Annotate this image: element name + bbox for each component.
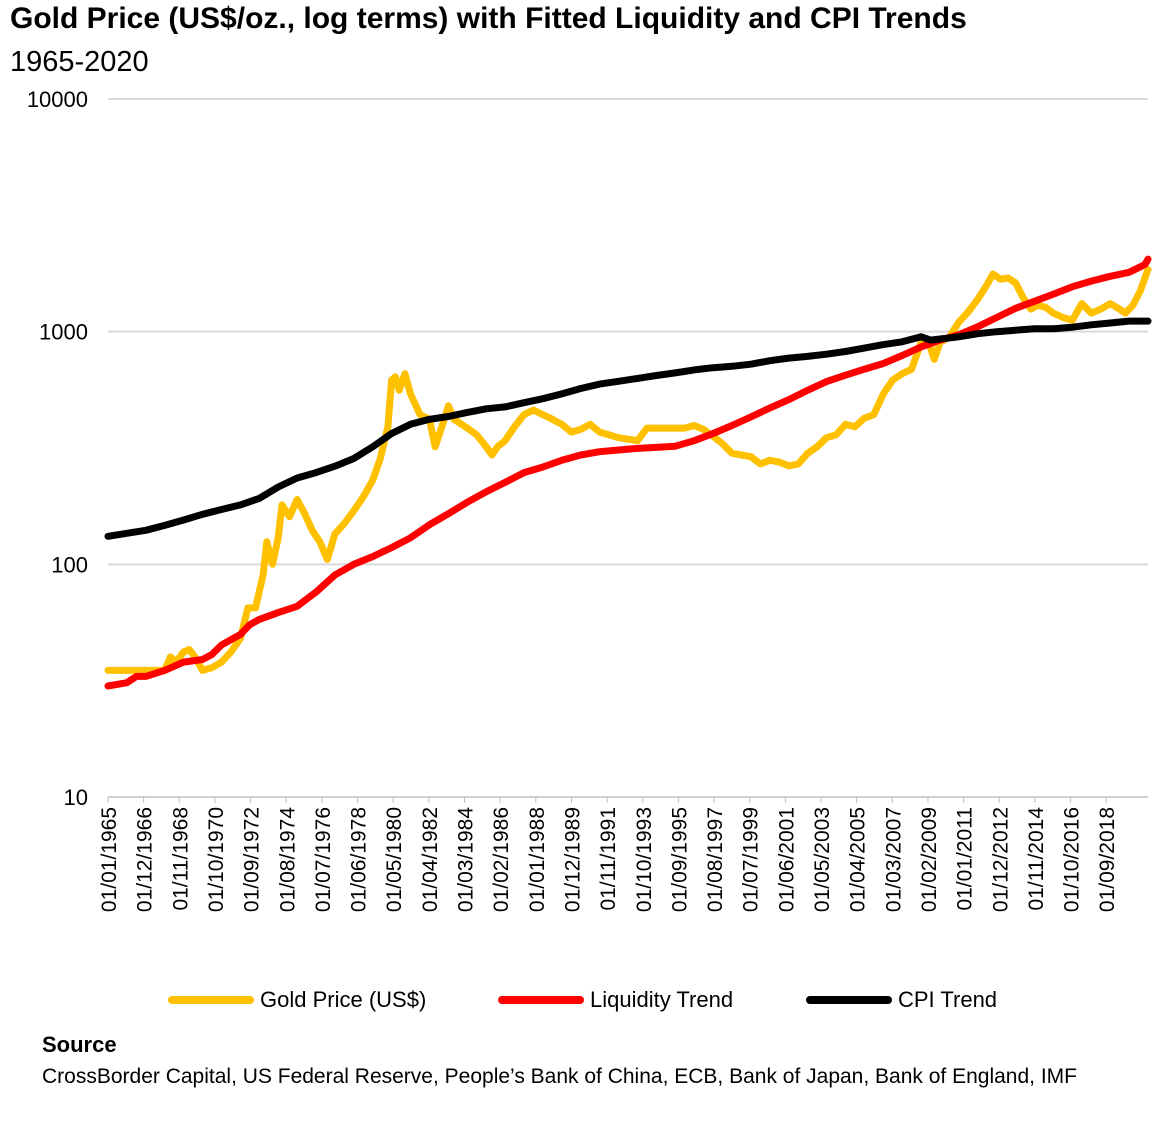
x-tick-label: 01/12/1966 [134,807,157,912]
line-chart: 10000 1000 100 10 01/01/1965 01/12/1966 01/11/… [27,87,1152,912]
chart-subtitle: 1965-2020 [10,46,149,78]
x-tick-label: 01/08/1997 [704,807,727,912]
x-tick-label: 01/05/2003 [811,807,834,912]
x-tick-label: 01/03/1984 [455,807,478,912]
legend-item-liquidity: Liquidity Trend [498,982,733,1018]
x-tick-label: 01/05/1980 [383,807,406,912]
series-line-cpi [104,317,1152,540]
x-tick-label: 01/09/2018 [1096,807,1119,912]
x-tick-label: 01/09/1995 [668,807,691,912]
legend-item-cpi: CPI Trend [806,982,997,1018]
legend-item-gold: Gold Price (US$) [168,982,426,1018]
legend-label-cpi: CPI Trend [898,987,998,1012]
x-tick-label: 01/04/2005 [847,807,870,912]
y-tick-label: 1000 [39,320,88,345]
legend-swatch-liquidity [498,996,584,1004]
series-line-liquidity [104,255,1152,690]
x-tick-label: 01/07/1999 [740,807,763,912]
x-tick-label: 01/11/1968 [169,807,192,911]
y-tick-label: 10000 [27,87,88,112]
x-tick-label: 01/10/2016 [1061,807,1084,912]
legend-label-gold: Gold Price (US$) [260,987,427,1012]
x-tick-label: 01/01/2011 [954,807,977,911]
chart-legend: Gold Price (US$) Liquidity Trend CPI Tre… [0,982,1158,1018]
y-tick-label: 100 [51,552,88,577]
x-tick-label: 01/02/2009 [918,807,941,912]
source-heading: Source [42,1032,117,1057]
x-tick-label: 01/11/1991 [597,807,620,911]
x-tick-label: 01/06/1978 [348,807,371,912]
x-tick-label: 01/06/2001 [775,807,798,912]
x-tick-label: 01/10/1993 [633,807,656,912]
x-tick-label: 01/04/1982 [419,807,442,912]
x-tick-label: 01/12/1989 [561,807,584,912]
x-tick-label: 01/01/1988 [526,807,549,912]
legend-label-liquidity: Liquidity Trend [590,987,734,1012]
chart-title: Gold Price (US$/oz., log terms) with Fit… [10,2,967,35]
x-tick-label: 01/11/2014 [1025,807,1048,911]
x-tick-label: 01/09/1972 [241,807,264,912]
x-tick-label: 01/07/1976 [312,807,335,912]
legend-swatch-gold [168,996,254,1004]
x-tick-label: 01/03/2007 [882,807,905,912]
x-tick-label: 01/08/1974 [276,807,299,912]
legend-swatch-cpi [806,996,892,1004]
x-tick-label: 01/10/1970 [205,807,228,912]
source-text: CrossBorder Capital, US Federal Reserve,… [42,1065,1077,1088]
x-tick-label: 01/02/1986 [490,807,513,912]
y-tick-label: 10 [64,785,88,810]
x-tick-label: 01/12/2012 [989,807,1012,912]
series-line-gold [104,266,1152,674]
x-tick-label: 01/01/1965 [98,807,121,912]
